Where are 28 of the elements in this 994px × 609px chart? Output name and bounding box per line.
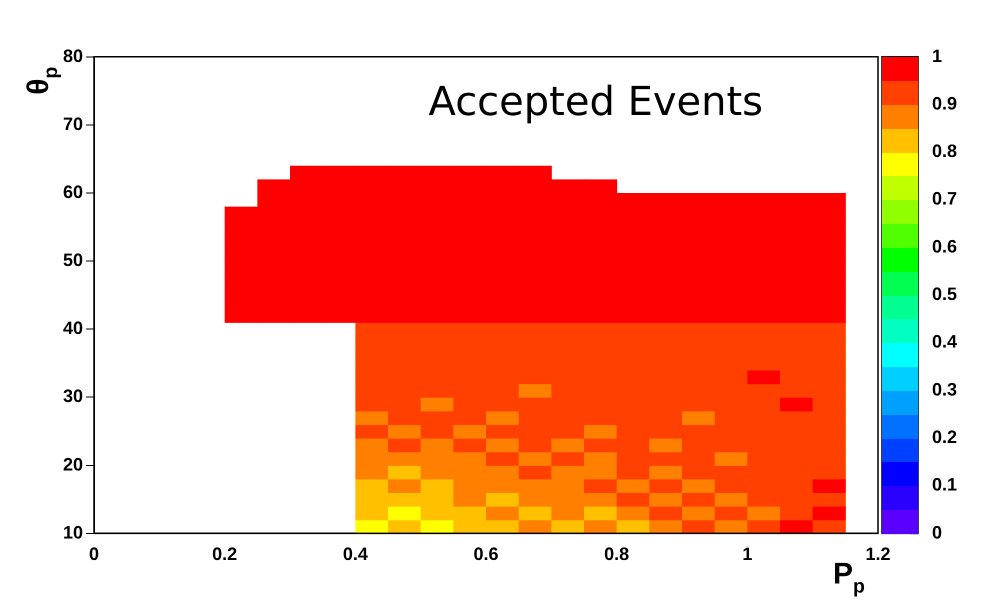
color-bar-label: 0: [932, 522, 942, 542]
y-tick-label: 60: [62, 182, 84, 202]
y-tick-label: 70: [62, 114, 84, 134]
color-bar-label: 0.8: [932, 141, 958, 162]
y-tick-label: 80: [62, 46, 84, 66]
x-tick-label: 0: [89, 544, 100, 564]
x-tick-label: 0.2: [212, 544, 238, 564]
x-tick-label: 1: [742, 544, 752, 564]
color-bar-label: 0.4: [932, 332, 958, 352]
x-tick-label: 0.8: [604, 544, 630, 564]
color-bar-label: 0.5: [932, 284, 958, 304]
color-bar-label: 1: [932, 46, 942, 66]
y-axis-title: θp: [22, 66, 62, 95]
y-tick-label: 30: [62, 386, 84, 406]
y-tick-label: 20: [62, 454, 84, 474]
color-bar-label: 0.7: [932, 188, 958, 209]
text: Accepted Events: [428, 78, 764, 125]
color-bar-label: 0.6: [932, 236, 958, 256]
x-tick-label: 0.4: [342, 544, 368, 564]
color-bar-label: 0.9: [932, 93, 958, 114]
x-tick-label: 1.2: [865, 544, 891, 564]
y-tick-label: 40: [62, 318, 84, 338]
color-bar-label: 0.1: [932, 474, 958, 495]
y-tick-label: 50: [62, 250, 84, 270]
color-bar-label: 0.3: [932, 379, 958, 400]
color-bar-label: 0.2: [932, 427, 958, 448]
y-tick-label: 10: [62, 522, 84, 542]
x-tick-label: 0.6: [473, 544, 499, 564]
